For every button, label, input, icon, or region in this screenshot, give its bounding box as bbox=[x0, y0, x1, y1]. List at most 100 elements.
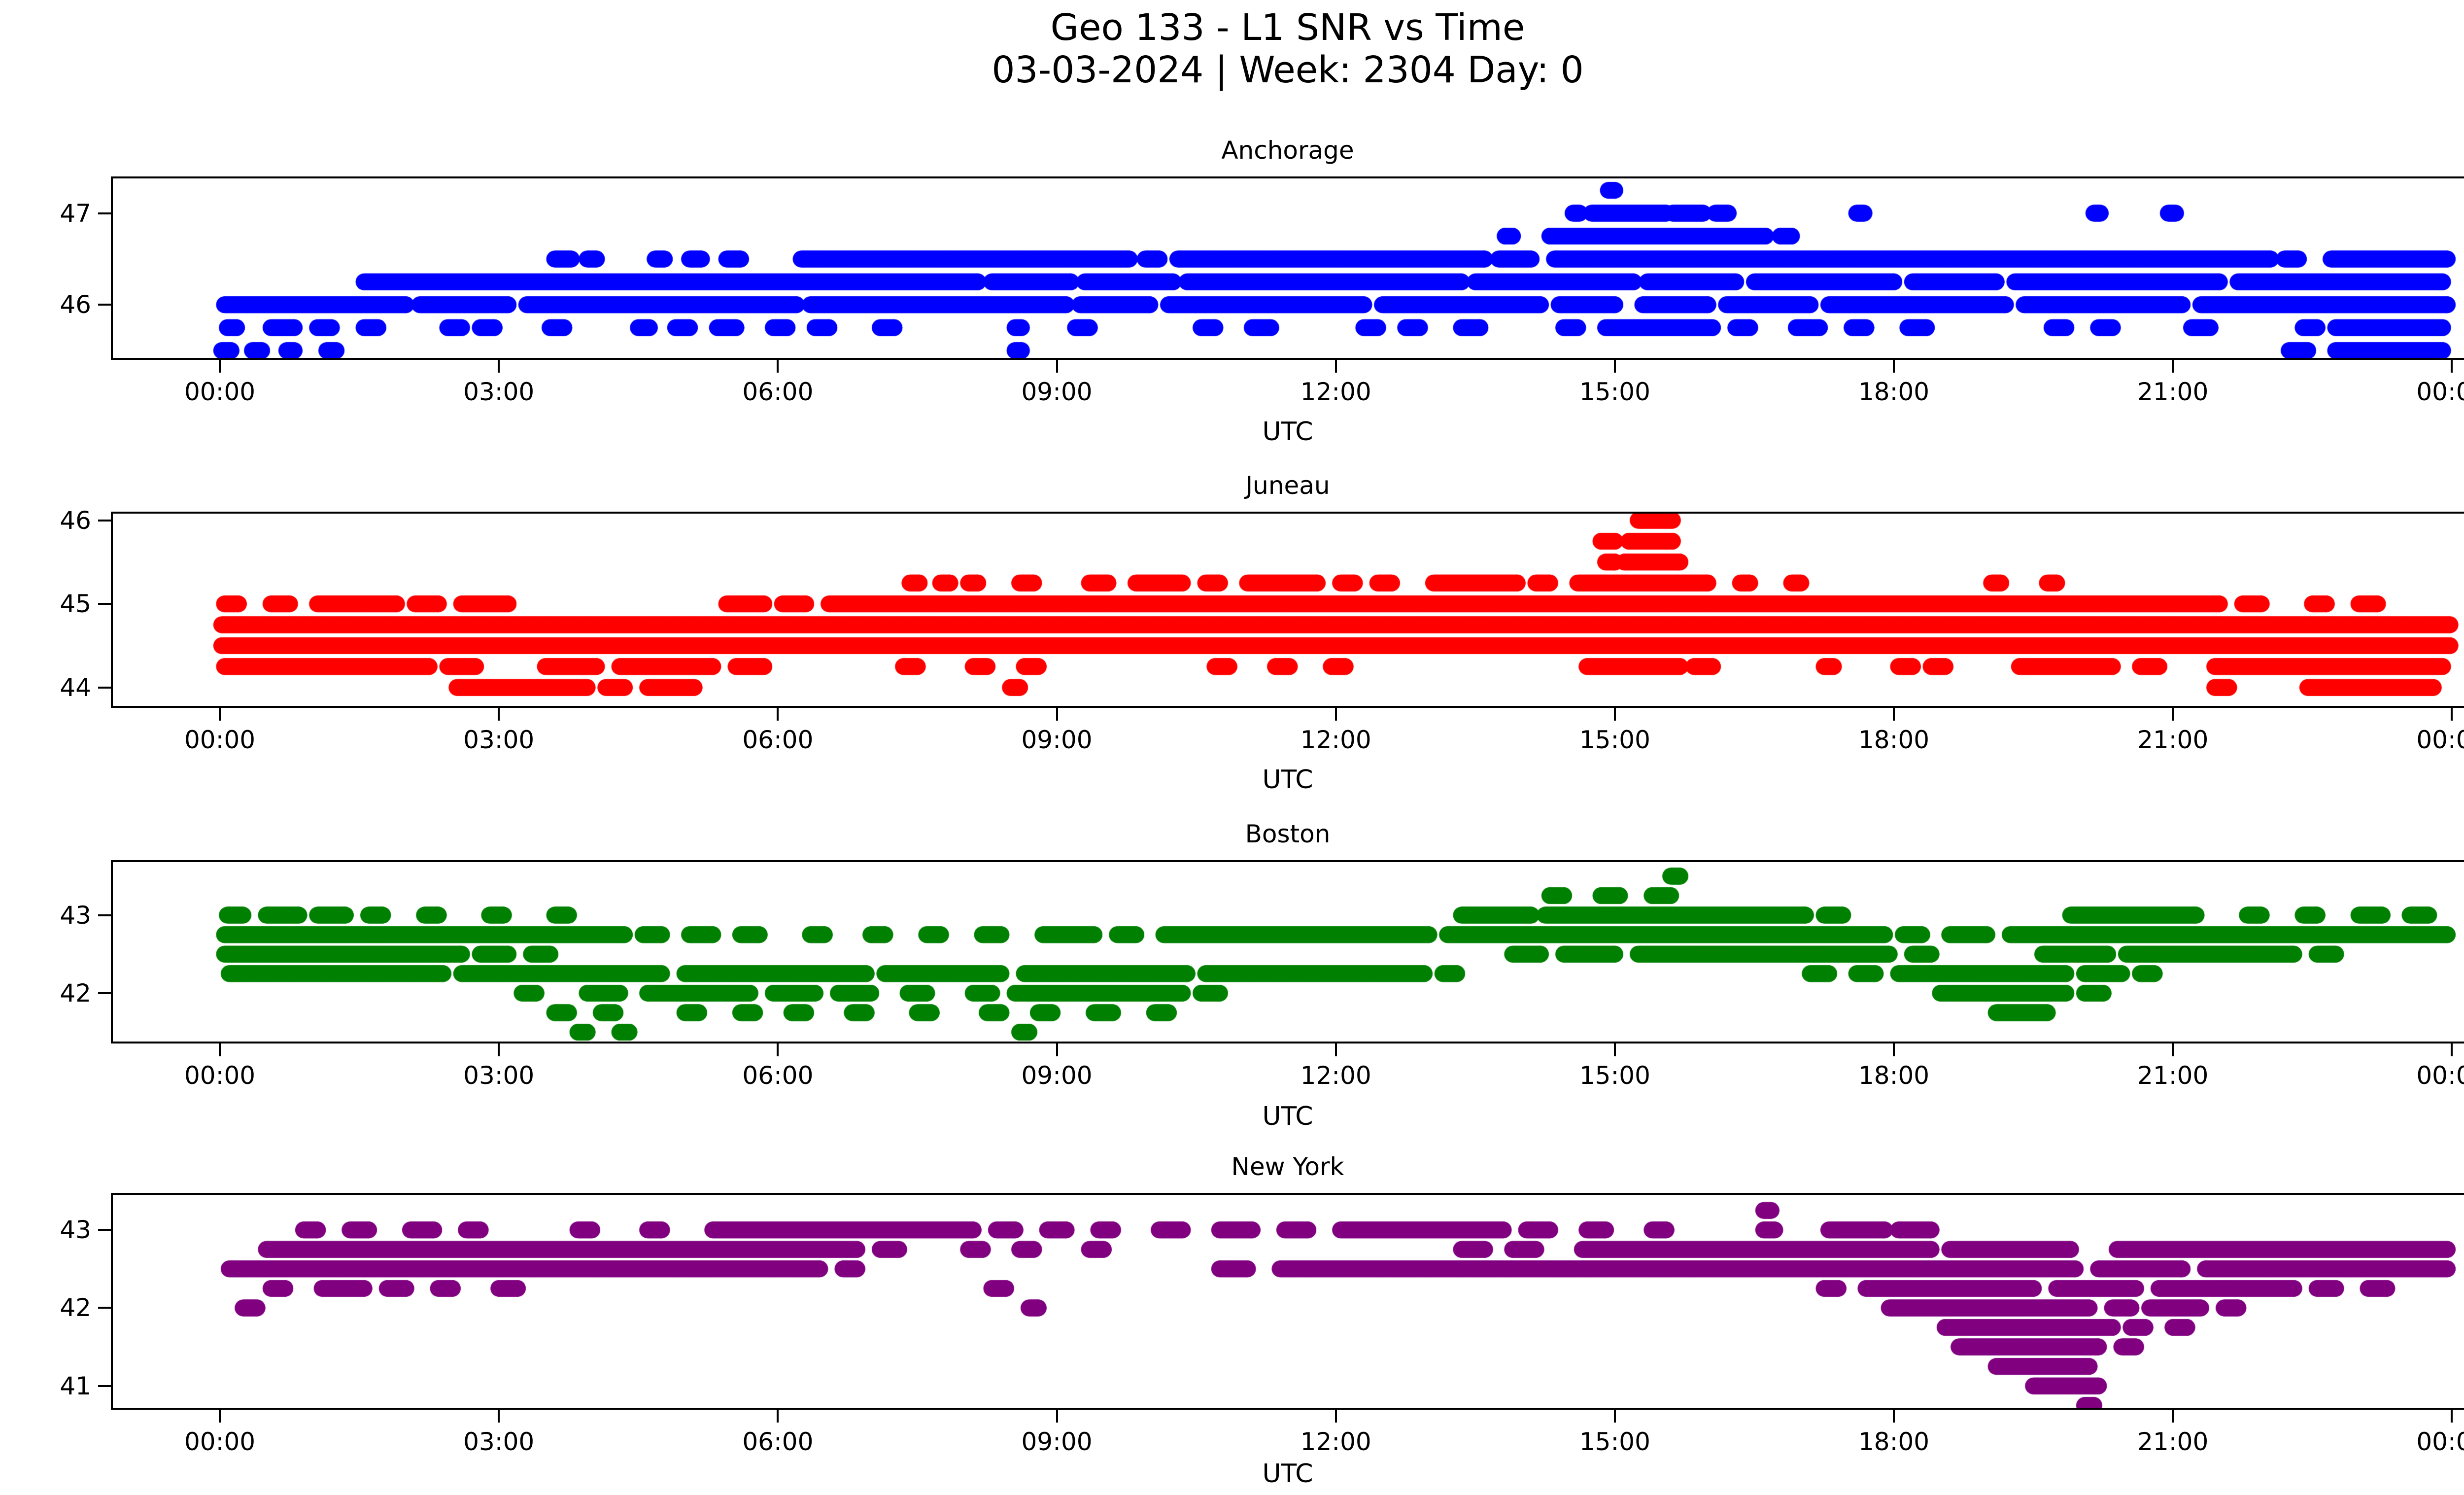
x-tick-mark bbox=[498, 1410, 500, 1423]
figure-suptitle: Geo 133 - L1 SNR vs Time 03-03-2024 | We… bbox=[992, 6, 1584, 91]
x-tick-mark bbox=[2172, 1410, 2174, 1423]
x-tick-label: 00:00 bbox=[2416, 726, 2464, 754]
x-tick-label: 06:00 bbox=[742, 726, 814, 754]
x-tick-mark bbox=[1335, 360, 1337, 373]
scatter-plot-juneau bbox=[113, 514, 2464, 706]
y-tick-label: 43 bbox=[60, 1216, 91, 1245]
x-tick-mark bbox=[1335, 1043, 1337, 1056]
x-tick-mark bbox=[219, 708, 221, 721]
x-tick-label: 18:00 bbox=[1858, 1427, 1930, 1456]
x-tick-label: 00:00 bbox=[2416, 1061, 2464, 1090]
x-tick-label: 00:00 bbox=[2416, 378, 2464, 406]
x-tick-label: 18:00 bbox=[1858, 1061, 1930, 1090]
x-tick-label: 00:00 bbox=[184, 726, 256, 754]
x-tick-mark bbox=[1056, 708, 1058, 721]
x-tick-label: 09:00 bbox=[1021, 378, 1093, 406]
y-tick-mark bbox=[98, 914, 111, 916]
x-tick-label: 09:00 bbox=[1021, 726, 1093, 754]
x-tick-mark bbox=[1056, 360, 1058, 373]
x-tick-mark bbox=[777, 1043, 779, 1056]
y-tick-label: 46 bbox=[60, 506, 91, 535]
x-tick-label: 21:00 bbox=[2137, 726, 2209, 754]
y-tick-mark bbox=[98, 992, 111, 994]
y-tick-label: 45 bbox=[60, 590, 91, 619]
x-tick-mark bbox=[2451, 360, 2453, 373]
x-tick-label: 21:00 bbox=[2137, 1061, 2209, 1090]
y-tick-label: 46 bbox=[60, 290, 91, 319]
y-tick-label: 41 bbox=[60, 1371, 91, 1400]
x-tick-mark bbox=[1893, 1410, 1895, 1423]
x-tick-mark bbox=[1335, 708, 1337, 721]
subplot-title-boston: Boston bbox=[1245, 820, 1331, 848]
scatter-plot-new-york bbox=[113, 1195, 2464, 1408]
x-tick-mark bbox=[2451, 708, 2453, 721]
scatter-plot-anchorage bbox=[113, 178, 2464, 358]
x-tick-mark bbox=[498, 708, 500, 721]
x-tick-mark bbox=[1335, 1410, 1337, 1423]
x-tick-mark bbox=[1893, 708, 1895, 721]
x-tick-mark bbox=[1893, 1043, 1895, 1056]
x-tick-label: 03:00 bbox=[463, 1427, 535, 1456]
y-tick-mark bbox=[98, 1229, 111, 1231]
x-tick-mark bbox=[498, 1043, 500, 1056]
x-tick-mark bbox=[1613, 708, 1616, 721]
y-tick-label: 44 bbox=[60, 673, 91, 702]
x-tick-label: 21:00 bbox=[2137, 378, 2209, 406]
x-axis-label: UTC bbox=[1262, 765, 1313, 795]
x-tick-mark bbox=[1056, 1043, 1058, 1056]
x-tick-mark bbox=[1613, 1043, 1616, 1056]
x-tick-mark bbox=[2172, 360, 2174, 373]
x-tick-label: 00:00 bbox=[2416, 1427, 2464, 1456]
x-tick-mark bbox=[219, 1410, 221, 1423]
x-tick-mark bbox=[777, 708, 779, 721]
y-tick-mark bbox=[98, 1385, 111, 1387]
x-tick-label: 09:00 bbox=[1021, 1427, 1093, 1456]
x-tick-label: 00:00 bbox=[184, 378, 256, 406]
x-tick-label: 06:00 bbox=[742, 1427, 814, 1456]
x-tick-label: 21:00 bbox=[2137, 1427, 2209, 1456]
x-tick-label: 00:00 bbox=[184, 1427, 256, 1456]
x-tick-label: 03:00 bbox=[463, 378, 535, 406]
y-tick-mark bbox=[98, 1307, 111, 1309]
y-tick-label: 43 bbox=[60, 901, 91, 930]
x-tick-mark bbox=[777, 1410, 779, 1423]
x-tick-mark bbox=[2451, 1410, 2453, 1423]
x-axis-label: UTC bbox=[1262, 1102, 1313, 1131]
x-tick-label: 03:00 bbox=[463, 1061, 535, 1090]
x-tick-label: 12:00 bbox=[1300, 1061, 1371, 1090]
x-tick-label: 18:00 bbox=[1858, 726, 1930, 754]
x-tick-label: 12:00 bbox=[1300, 378, 1371, 406]
x-tick-label: 03:00 bbox=[463, 726, 535, 754]
x-tick-label: 15:00 bbox=[1579, 1427, 1650, 1456]
y-tick-mark bbox=[98, 686, 111, 689]
subplot-title-new-york: New York bbox=[1231, 1152, 1344, 1181]
x-tick-mark bbox=[1613, 1410, 1616, 1423]
x-tick-mark bbox=[2172, 708, 2174, 721]
x-tick-label: 15:00 bbox=[1579, 1061, 1650, 1090]
x-tick-label: 15:00 bbox=[1579, 378, 1650, 406]
x-tick-label: 15:00 bbox=[1579, 726, 1650, 754]
x-tick-label: 12:00 bbox=[1300, 1427, 1371, 1456]
x-tick-mark bbox=[1056, 1410, 1058, 1423]
y-tick-label: 42 bbox=[60, 1293, 91, 1322]
y-tick-mark bbox=[98, 519, 111, 522]
y-tick-label: 47 bbox=[60, 199, 91, 228]
x-tick-label: 09:00 bbox=[1021, 1061, 1093, 1090]
y-tick-label: 42 bbox=[60, 978, 91, 1008]
y-tick-mark bbox=[98, 212, 111, 214]
x-tick-mark bbox=[777, 360, 779, 373]
scatter-plot-boston bbox=[113, 862, 2464, 1042]
y-tick-mark bbox=[98, 603, 111, 605]
x-tick-mark bbox=[1613, 360, 1616, 373]
x-tick-mark bbox=[219, 1043, 221, 1056]
x-tick-mark bbox=[2451, 1043, 2453, 1056]
x-tick-label: 06:00 bbox=[742, 378, 814, 406]
x-tick-mark bbox=[2172, 1043, 2174, 1056]
x-axis-label: UTC bbox=[1262, 1459, 1313, 1489]
x-tick-mark bbox=[1893, 360, 1895, 373]
x-tick-label: 00:00 bbox=[184, 1061, 256, 1090]
